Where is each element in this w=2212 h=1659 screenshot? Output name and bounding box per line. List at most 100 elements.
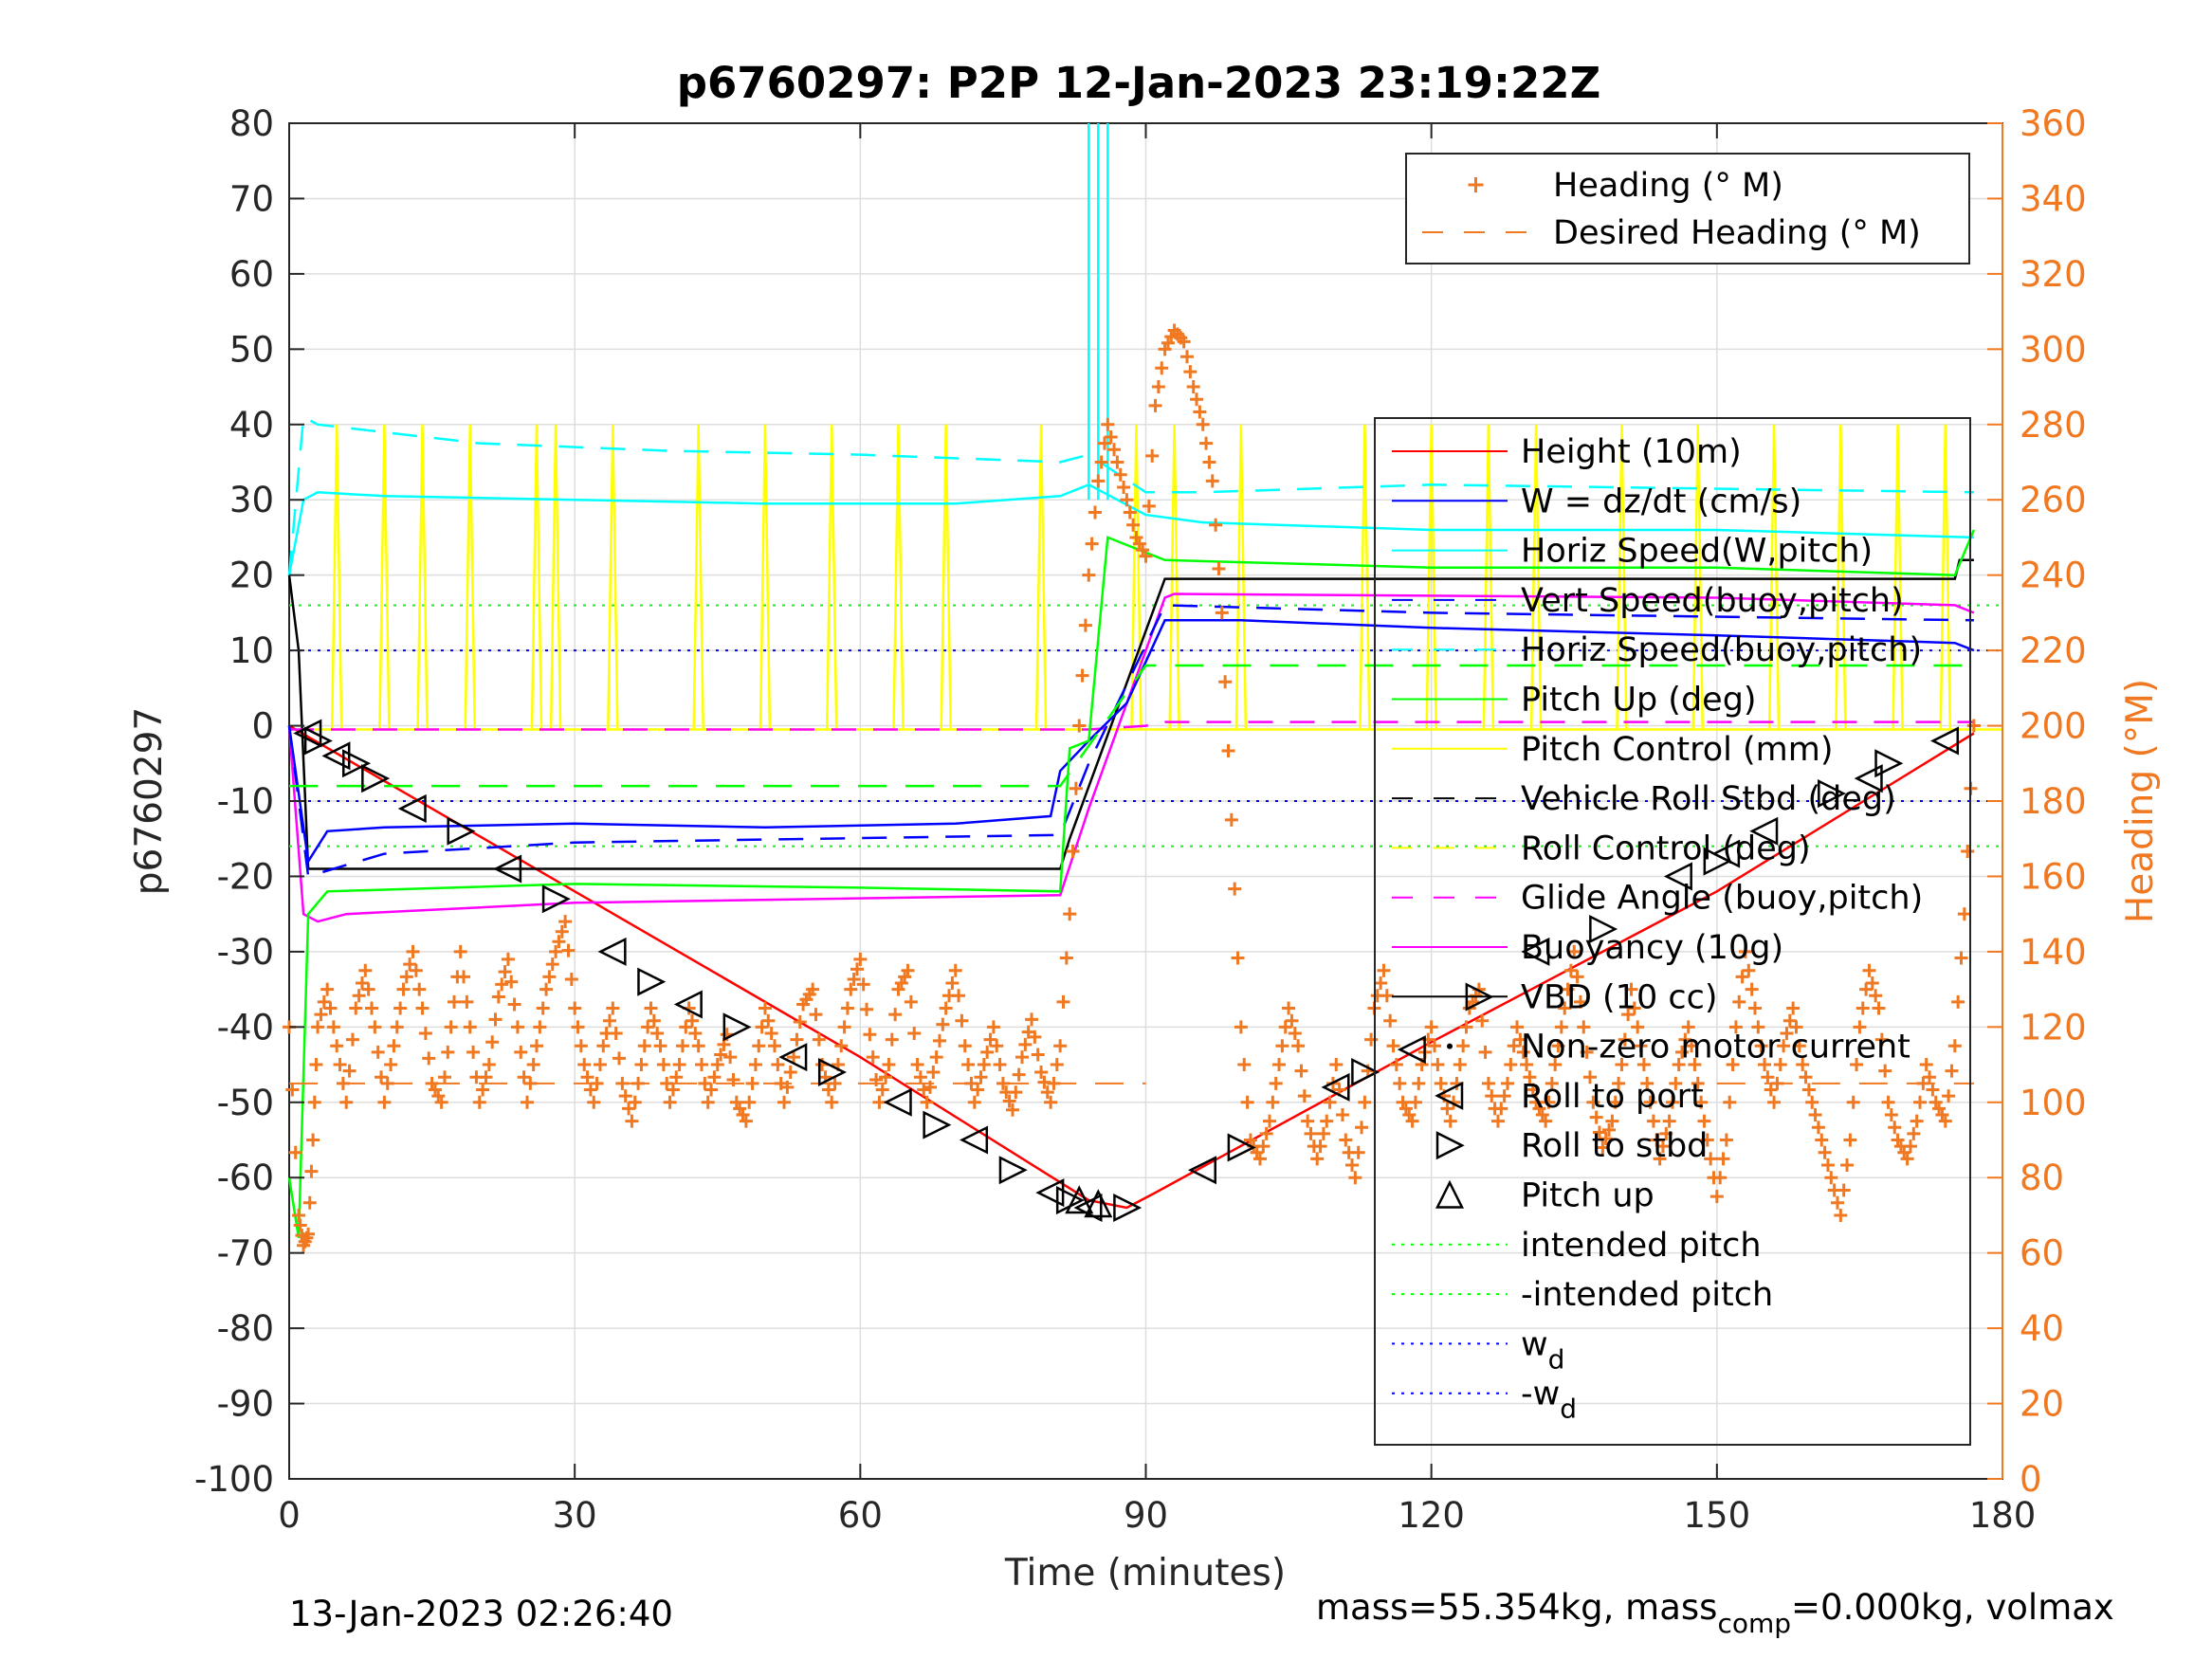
roll-to-stbd-marker — [1351, 1057, 1380, 1087]
heading-point — [1811, 1121, 1825, 1135]
heading-point — [1913, 1095, 1927, 1109]
heading-point — [1599, 1132, 1613, 1146]
heading-point — [1824, 1171, 1838, 1185]
heading-point — [1313, 1139, 1327, 1154]
heading-point — [1348, 1171, 1362, 1185]
heading-point — [1551, 1039, 1565, 1053]
heading-point — [1850, 1058, 1864, 1072]
heading-point — [1561, 982, 1575, 996]
heading-point — [1310, 1152, 1325, 1166]
heading-point — [745, 1076, 759, 1090]
heading-point — [1269, 1076, 1283, 1090]
legend-label: Horiz Speed(W,pitch) — [1521, 533, 1873, 571]
heading-point — [539, 982, 554, 996]
heading-point — [1758, 1058, 1772, 1072]
heading-point — [967, 1095, 981, 1109]
legend-label: -wd — [1521, 1376, 1577, 1425]
heading-point — [1078, 618, 1092, 632]
heading-point — [1678, 1032, 1692, 1047]
y-right-tick-label: 160 — [2020, 856, 2087, 897]
heading-point — [964, 1076, 978, 1090]
heading-point — [1139, 549, 1153, 563]
heading-point — [618, 1089, 632, 1103]
roll-to-port-marker — [1035, 1178, 1065, 1208]
heading-point — [1926, 1083, 1940, 1097]
heading-point — [1764, 1083, 1778, 1097]
heading-point — [707, 1070, 722, 1085]
heading-point — [323, 1001, 338, 1015]
heading-point — [1954, 951, 1968, 965]
roll-to-port-marker — [883, 1087, 912, 1117]
heading-point — [288, 1145, 302, 1159]
heading-point — [530, 1039, 544, 1053]
heading-point — [1323, 1095, 1337, 1109]
legend-label: Pitch Up (deg) — [1521, 682, 1757, 720]
heading-point — [1916, 1076, 1930, 1090]
heading-point — [1792, 1039, 1806, 1053]
heading-point — [1593, 1125, 1607, 1139]
heading-point — [955, 1013, 969, 1028]
y-tick-label: -90 — [217, 1384, 274, 1425]
y-right-tick-label: 40 — [2020, 1308, 2064, 1349]
heading-point — [1507, 1039, 1521, 1053]
heading-point — [1202, 455, 1216, 469]
heading-point — [384, 1058, 398, 1072]
heading-point — [1085, 537, 1099, 551]
heading-point — [507, 997, 521, 1012]
heading-point — [1478, 1045, 1492, 1059]
y-right-tick-label: 200 — [2020, 706, 2087, 747]
heading-point — [1066, 844, 1080, 858]
footer-mass-tail: =0.000kg, volmax — [1791, 1587, 2114, 1628]
heading-point — [504, 975, 519, 989]
heading-point — [1523, 1070, 1537, 1085]
y-right-tick-label: 0 — [2020, 1459, 2042, 1500]
heading-point — [641, 1020, 655, 1034]
heading-point — [311, 1020, 325, 1034]
roll-to-port-marker — [778, 1043, 808, 1072]
heading-point — [1304, 1126, 1318, 1140]
heading-point — [844, 982, 858, 996]
heading-point — [453, 944, 467, 958]
heading-point — [971, 1083, 985, 1097]
heading-point — [1209, 518, 1223, 532]
heading-point — [1025, 1012, 1039, 1027]
heading-point — [1655, 1139, 1670, 1154]
heading-point — [1500, 1076, 1514, 1090]
heading-point — [558, 915, 573, 929]
heading-point — [472, 1095, 486, 1109]
heading-point — [309, 1058, 323, 1072]
heading-point — [850, 962, 864, 976]
heading-point — [1884, 1108, 1898, 1122]
heading-point — [1145, 448, 1160, 463]
heading-point — [1240, 1095, 1254, 1109]
heading-point — [996, 1076, 1010, 1090]
heading-point — [758, 1001, 772, 1015]
heading-point — [498, 965, 512, 979]
heading-point — [1681, 1020, 1695, 1034]
heading-point — [1199, 436, 1214, 450]
heading-point — [1494, 1102, 1508, 1116]
y-tick-label: 0 — [251, 706, 274, 747]
heading-point — [1659, 1126, 1673, 1140]
heading-point — [1380, 989, 1394, 1003]
legend-sample — [1435, 1081, 1464, 1110]
legend-label: Height (10m) — [1521, 433, 1742, 471]
heading-point — [1945, 1064, 1959, 1078]
heading-point — [748, 1058, 762, 1072]
heading-point — [1634, 1039, 1648, 1053]
heading-point — [293, 1218, 307, 1232]
legend-main-entry: Buoyancy (10g) — [1392, 929, 1783, 967]
heading-point — [936, 1017, 950, 1031]
heading-point — [375, 1070, 389, 1085]
heading-point — [1865, 975, 1879, 990]
heading-point — [1716, 1152, 1730, 1166]
heading-point — [1837, 1183, 1851, 1197]
heading-point — [669, 1070, 684, 1085]
heading-point — [339, 1095, 354, 1109]
legend-sample — [1447, 1043, 1453, 1049]
pitch-control-spike — [892, 424, 905, 730]
heading-point — [1697, 1114, 1711, 1128]
pitch-control-spike — [692, 424, 704, 730]
roll-to-port-marker — [597, 937, 627, 966]
